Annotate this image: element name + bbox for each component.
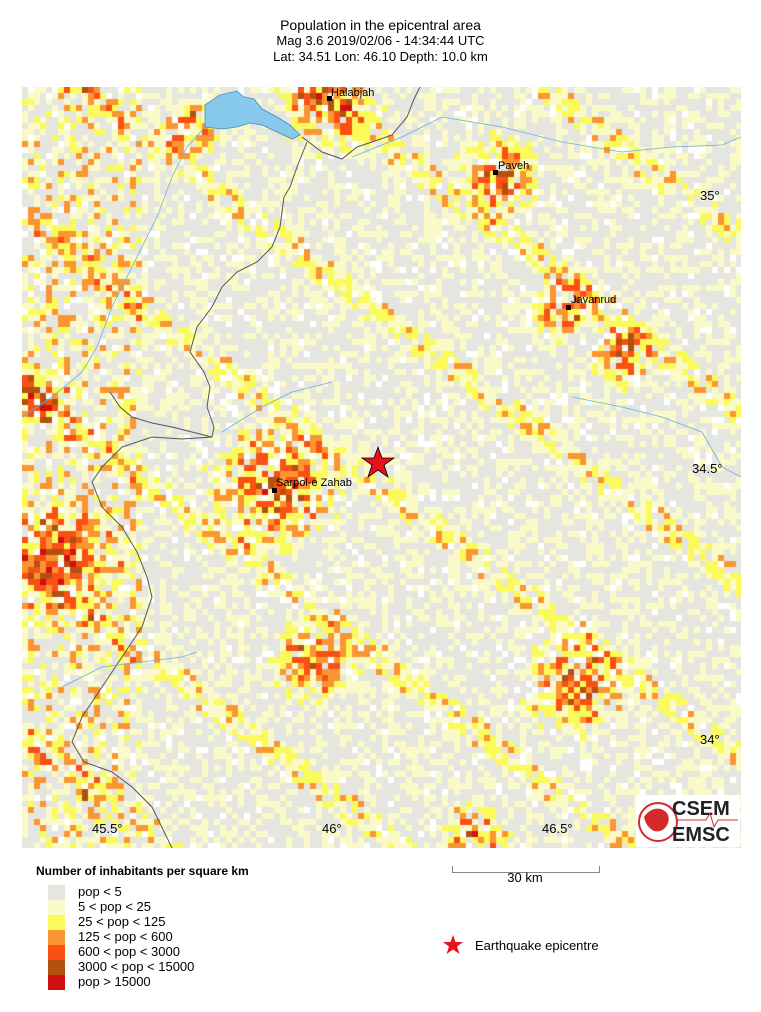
map-title: Population in the epicentral area <box>280 17 481 33</box>
lon-label: 45.5° <box>92 821 123 836</box>
map-overlay <box>22 87 741 848</box>
legend-epicentre-star-icon <box>443 935 463 954</box>
legend-label: 25 < pop < 125 <box>78 914 166 929</box>
border-line <box>109 141 308 438</box>
legend-label: pop > 15000 <box>78 974 151 989</box>
lon-label: 46.5° <box>542 821 573 836</box>
legend-label: pop < 5 <box>78 884 122 899</box>
city-label: Halabjah <box>331 87 375 99</box>
border-line <box>301 87 421 160</box>
river <box>351 116 741 158</box>
city-label: Sarpol-e Zahab <box>276 477 352 489</box>
legend-label: 3000 < pop < 15000 <box>78 959 195 974</box>
legend-swatch <box>48 930 65 945</box>
lake <box>204 90 301 140</box>
event-location: Lat: 34.51 Lon: 46.10 Depth: 10.0 km <box>273 49 488 64</box>
legend-label: 600 < pop < 3000 <box>78 944 180 959</box>
legend-swatch <box>48 885 65 900</box>
legend-swatch <box>48 960 65 975</box>
legend-title: Number of inhabitants per square km <box>36 864 249 878</box>
population-map[interactable]: Halabjah Paveh Javanrud Sarpol-e Zahab 3… <box>22 87 741 848</box>
city-label: Paveh <box>498 160 530 172</box>
legend-epicentre-label: Earthquake epicentre <box>475 938 599 953</box>
lat-label: 35° <box>700 188 720 203</box>
scale-bar <box>452 866 600 873</box>
csem-emsc-logo: CSEM EMSC <box>636 795 740 847</box>
city-label: Javanrud <box>571 294 617 306</box>
event-info: Mag 3.6 2019/02/06 - 14:34:44 UTC <box>276 33 485 48</box>
legend-swatch <box>48 975 65 990</box>
river <box>571 396 741 478</box>
city-marker <box>272 488 277 493</box>
river <box>221 381 333 433</box>
svg-text:EMSC: EMSC <box>672 824 730 846</box>
legend-label: 125 < pop < 600 <box>78 929 173 944</box>
lat-label: 34° <box>700 732 720 747</box>
legend-label: 5 < pop < 25 <box>78 899 152 914</box>
lon-label: 46° <box>322 821 342 836</box>
svg-text:CSEM: CSEM <box>672 798 730 820</box>
city-marker <box>566 305 571 310</box>
scale-bar-label: 30 km <box>507 870 543 885</box>
river <box>61 651 198 688</box>
legend-swatch <box>48 900 65 915</box>
legend-swatch <box>48 945 65 960</box>
border-line <box>71 436 213 848</box>
legend-swatch <box>48 915 65 930</box>
epicentre-star <box>360 445 396 479</box>
city-marker <box>493 170 498 175</box>
city-marker <box>327 96 332 101</box>
river <box>22 126 206 418</box>
lat-label: 34.5° <box>692 461 723 476</box>
